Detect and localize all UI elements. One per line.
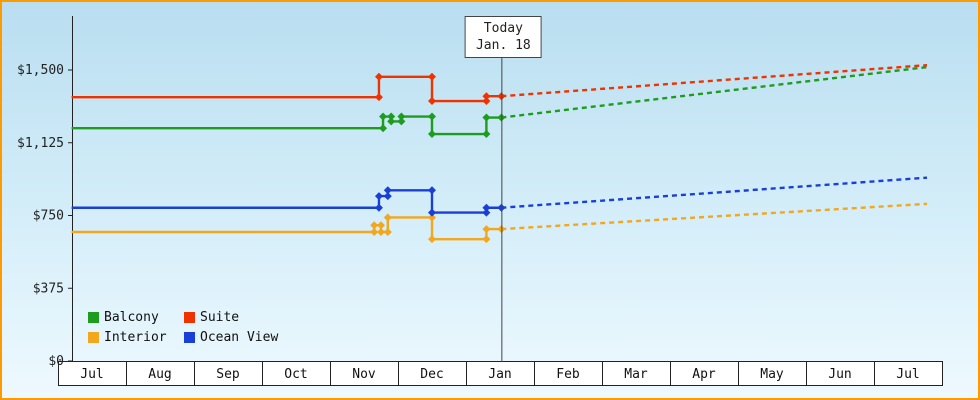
legend: Balcony Suite Interior Ocean View bbox=[88, 310, 278, 345]
legend-label-balcony: Balcony bbox=[104, 310, 159, 325]
svg-text:Mar: Mar bbox=[624, 367, 648, 382]
svg-text:Jan: Jan bbox=[488, 367, 511, 382]
svg-text:Dec: Dec bbox=[420, 367, 443, 382]
svg-text:$375: $375 bbox=[33, 281, 64, 296]
svg-text:$1,500: $1,500 bbox=[17, 63, 64, 78]
ocean-view-swatch-icon bbox=[184, 332, 195, 343]
legend-label-oceanview: Ocean View bbox=[200, 330, 279, 345]
svg-text:Jun: Jun bbox=[828, 367, 851, 382]
svg-text:Apr: Apr bbox=[692, 367, 716, 382]
svg-text:Oct: Oct bbox=[284, 367, 307, 382]
svg-text:Nov: Nov bbox=[352, 367, 376, 382]
interior-swatch-icon bbox=[88, 332, 99, 343]
legend-label-suite: Suite bbox=[200, 310, 240, 325]
svg-text:Jul: Jul bbox=[896, 367, 919, 382]
legend-item-oceanview: Ocean View bbox=[184, 330, 278, 345]
legend-item-suite: Suite bbox=[184, 310, 278, 325]
svg-text:Jul: Jul bbox=[80, 367, 103, 382]
svg-text:Aug: Aug bbox=[148, 367, 171, 382]
svg-text:Feb: Feb bbox=[556, 367, 580, 382]
svg-text:Sep: Sep bbox=[216, 367, 240, 382]
today-line2: Jan. 18 bbox=[475, 38, 531, 53]
svg-text:$750: $750 bbox=[33, 209, 64, 224]
today-marker-label: Today Jan. 18 bbox=[464, 16, 542, 58]
svg-text:$0: $0 bbox=[48, 354, 64, 369]
legend-label-interior: Interior bbox=[104, 330, 167, 345]
legend-item-interior: Interior bbox=[88, 330, 184, 345]
balcony-swatch-icon bbox=[88, 312, 99, 323]
suite-swatch-icon bbox=[184, 312, 195, 323]
legend-item-balcony: Balcony bbox=[88, 310, 184, 325]
today-line1: Today bbox=[483, 21, 523, 36]
svg-text:May: May bbox=[760, 367, 784, 382]
svg-text:$1,125: $1,125 bbox=[17, 136, 64, 151]
